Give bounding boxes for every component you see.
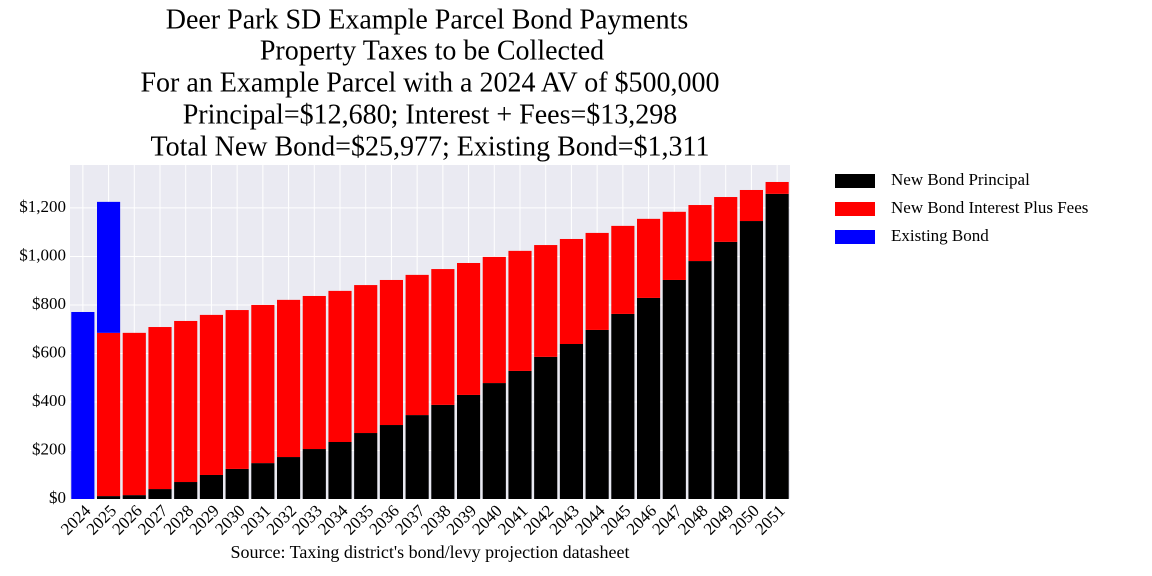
bar-segment [97,201,121,333]
bar-segment [714,241,738,500]
bar-segment [559,344,583,499]
legend-swatch [835,230,875,244]
bar-segment [199,314,223,475]
bar-segment [534,356,558,499]
bar-segment [354,433,378,499]
bar-segment [739,221,763,499]
bar-segment [662,211,686,280]
bar-segment [97,496,121,499]
bar-segment [457,394,481,499]
bar-segment [508,370,532,499]
bar-segment [71,311,95,499]
legend-label: New Bond Interest Plus Fees [891,198,1088,217]
bar-segment [148,327,172,490]
y-tick-label: $0 [49,488,66,507]
bar-segment [379,425,403,499]
bar-segment [405,415,429,499]
bar-segment [225,310,249,469]
bar-segment [251,463,275,499]
x-axis-label: Source: Taxing district's bond/levy proj… [230,542,629,562]
x-tick-label: 2051 [751,501,788,538]
y-tick-label: $1,000 [19,245,66,264]
bar-segment [534,245,558,357]
bar-segment [277,299,301,458]
bar-segment [251,304,275,464]
bar-segment [174,482,198,499]
bar-segment [585,329,609,499]
bar-segment [637,297,661,499]
bar-segment [508,250,532,371]
bar-segment [354,285,378,434]
bar-segment [379,279,403,426]
bar-segment [97,332,121,497]
bar-segment [122,332,146,496]
chart-title: Principal=$12,680; Interest + Fees=$13,2… [183,99,678,130]
chart-title: Property Taxes to be Collected [260,35,604,66]
bar-segment [225,468,249,499]
bar-segment [688,205,712,262]
bar-segment [122,495,146,499]
bar-segment [637,218,661,298]
legend-label: Existing Bond [891,226,989,245]
y-tick-label: $600 [32,342,66,361]
bar-segment [199,474,223,499]
bar-segment [585,232,609,330]
bar-segment [457,262,481,395]
bar-segment [328,441,352,499]
legend-swatch [835,202,875,216]
y-tick-label: $200 [32,439,66,458]
bar-segment [559,238,583,345]
bar-segment [405,274,429,416]
bar-segment [482,256,506,384]
bar-segment [148,489,172,499]
bar-segment [302,449,326,499]
bar-segment [277,457,301,499]
y-tick-label: $400 [32,391,66,410]
chart-title: For an Example Parcel with a 2024 AV of … [140,67,719,98]
bar-segment [765,193,789,499]
bar-segment [611,225,635,314]
bar-segment [739,189,763,222]
bar-segment [482,383,506,499]
bar-segment [765,181,789,194]
bar-segment [714,197,738,242]
bar-segment [302,295,326,450]
chart-title: Deer Park SD Example Parcel Bond Payment… [166,4,689,35]
legend-label: New Bond Principal [891,170,1030,189]
legend-swatch [835,174,875,188]
bar-segment [611,313,635,499]
bar-segment [174,320,198,483]
y-tick-label: $800 [32,294,66,313]
bar-segment [688,261,712,499]
bar-segment [431,269,455,405]
bar-segment [328,290,352,442]
chart-title: Total New Bond=$25,977; Existing Bond=$1… [150,131,709,162]
bar-segment [431,404,455,499]
bar-segment [662,279,686,499]
y-tick-label: $1,200 [19,197,66,216]
